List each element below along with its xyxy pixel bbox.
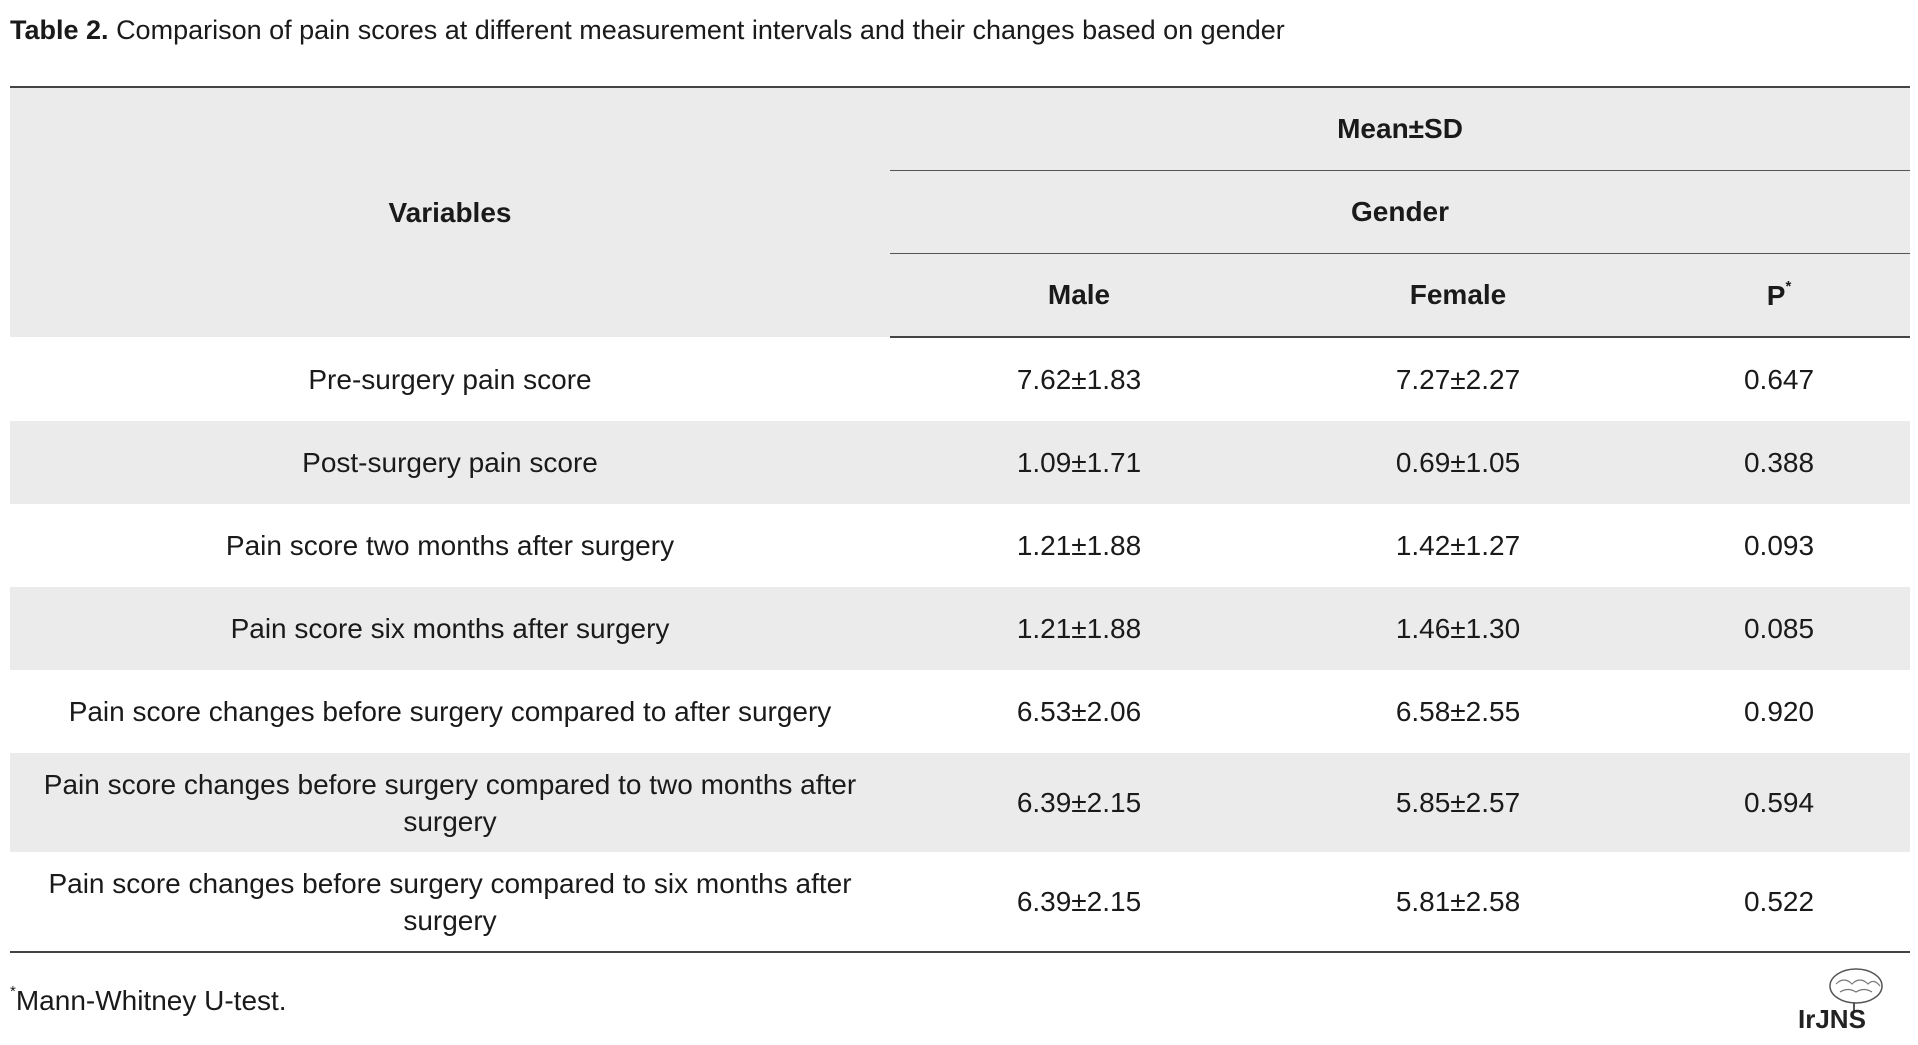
header-male: Male — [890, 253, 1268, 338]
row-male-value: 1.21±1.88 — [1016, 530, 1142, 561]
logo-text: IrJNS — [1798, 1004, 1866, 1032]
footnote-mark: * — [10, 983, 16, 1000]
header-p: P* — [1648, 253, 1911, 338]
row-p-value: 0.388 — [1743, 447, 1815, 478]
row-p-value: 0.920 — [1743, 696, 1815, 727]
row-female-value: 5.81±2.58 — [1268, 852, 1648, 953]
table-caption: Table 2. Comparison of pain scores at di… — [10, 12, 1285, 48]
row-male-value: 6.53±2.06 — [1016, 696, 1142, 727]
row-p-value: 0.647 — [1743, 364, 1815, 395]
journal-logo: IrJNS — [1796, 966, 1906, 1034]
table-row: Pain score changes before surgery compar… — [10, 670, 1910, 753]
caption-text: Comparison of pain scores at different m… — [116, 15, 1285, 45]
row-variable: Pre-surgery pain score — [308, 363, 592, 395]
brain-logo-icon: IrJNS — [1798, 968, 1883, 1034]
row-male-value: 1.21±1.88 — [1016, 613, 1142, 644]
row-female-value: 0.69±1.05 — [1395, 447, 1521, 478]
row-male-value: 7.62±1.83 — [1016, 364, 1142, 395]
row-variable: Post-surgery pain score — [302, 447, 598, 478]
header-female: Female — [1268, 253, 1648, 338]
table-row: Post-surgery pain score 1.09±1.71 0.69±1… — [10, 421, 1911, 504]
row-male-value: 6.39±2.15 — [890, 852, 1268, 953]
header-mean-sd: Mean±SD — [890, 86, 1911, 171]
footnote-text: Mann-Whitney U-test. — [15, 985, 287, 1016]
row-variable: Pain score changes before surgery compar… — [43, 768, 857, 837]
header-gender: Gender — [890, 170, 1911, 254]
header-p-mark: * — [1785, 278, 1792, 295]
row-female-value: 1.42±1.27 — [1395, 530, 1521, 561]
row-male-value: 6.39±2.15 — [1016, 787, 1142, 818]
row-variable: Pain score changes before surgery compar… — [10, 852, 890, 953]
row-female-value: 7.27±2.27 — [1395, 364, 1521, 395]
header-p-label: P — [1766, 280, 1786, 311]
row-female-value: 5.85±2.57 — [1395, 787, 1521, 818]
table-row: Pre-surgery pain score 7.62±1.83 7.27±2.… — [10, 337, 1910, 421]
row-p-value: 0.594 — [1743, 787, 1815, 818]
table-row: Pain score changes before surgery compar… — [10, 852, 1911, 953]
caption-label: Table 2. — [10, 15, 109, 45]
header-variables: Variables — [10, 86, 890, 337]
row-p-value: 0.093 — [1743, 530, 1815, 561]
row-male-value: 1.09±1.71 — [1016, 447, 1142, 478]
table-footnote: *Mann-Whitney U-test. — [10, 974, 287, 1019]
row-variable: Pain score changes before surgery compar… — [68, 696, 832, 727]
table-row: Pain score two months after surgery 1.21… — [10, 504, 1910, 587]
row-p-value: 0.085 — [1743, 613, 1815, 644]
row-variable: Pain score two months after surgery — [225, 530, 675, 561]
pain-score-table: Variables Mean±SD Gender Male Female P* … — [10, 86, 1911, 953]
row-female-value: 6.58±2.55 — [1395, 696, 1521, 727]
row-p-value: 0.522 — [1648, 852, 1911, 953]
row-female-value: 1.46±1.30 — [1395, 613, 1521, 644]
row-variable: Pain score six months after surgery — [230, 613, 670, 644]
table-row: Pain score changes before surgery compar… — [10, 753, 1911, 852]
table-row: Pain score six months after surgery 1.21… — [10, 587, 1911, 670]
